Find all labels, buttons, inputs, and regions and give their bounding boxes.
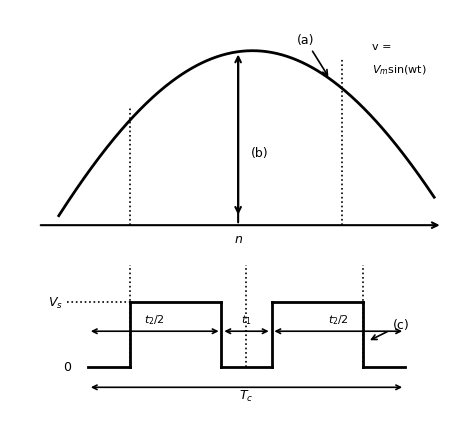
Text: $T_c$: $T_c$ (239, 388, 254, 403)
Text: (a): (a) (297, 34, 328, 76)
Text: $t_2/2$: $t_2/2$ (328, 312, 349, 326)
Text: $t_2/2$: $t_2/2$ (144, 312, 165, 326)
Text: v =: v = (372, 42, 391, 52)
Text: (c): (c) (372, 319, 409, 340)
Text: $V_s$: $V_s$ (48, 295, 63, 310)
Text: $t_1$: $t_1$ (241, 312, 252, 326)
Text: n: n (234, 233, 242, 246)
Text: 0: 0 (64, 360, 71, 374)
Text: (b): (b) (251, 146, 268, 159)
Text: $V_m$sin(wt): $V_m$sin(wt) (372, 63, 426, 77)
